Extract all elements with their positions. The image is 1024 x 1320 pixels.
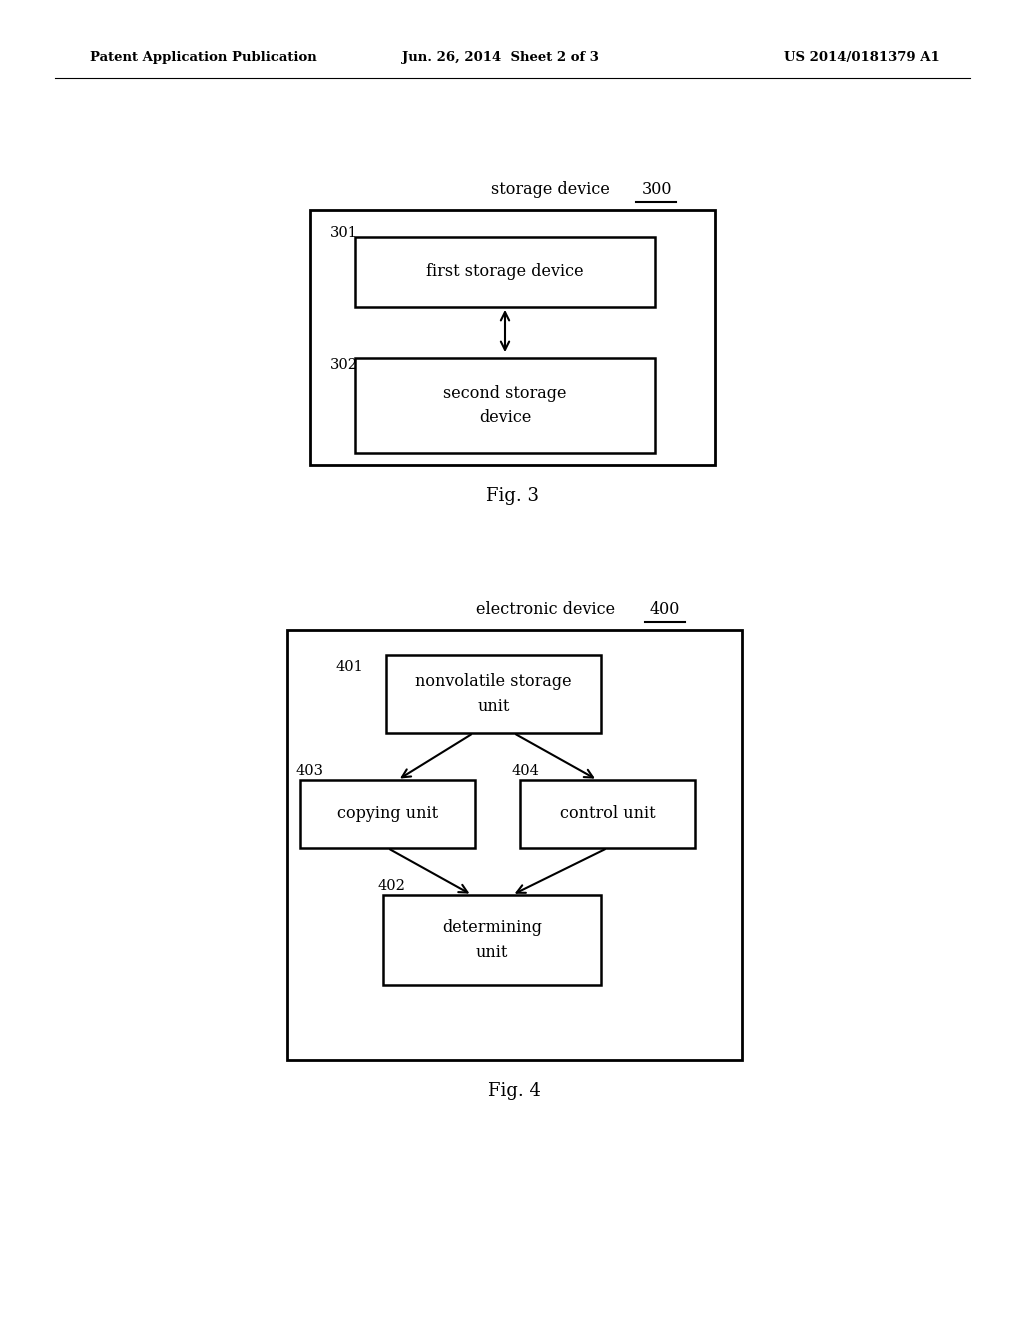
Bar (383, 895, 601, 985)
Text: copying unit: copying unit (337, 805, 438, 822)
Text: second storage
device: second storage device (443, 384, 566, 426)
Bar (287, 630, 742, 1060)
Text: Jun. 26, 2014  Sheet 2 of 3: Jun. 26, 2014 Sheet 2 of 3 (401, 50, 598, 63)
Text: 403: 403 (295, 764, 323, 777)
Text: 404: 404 (512, 764, 540, 777)
Text: US 2014/0181379 A1: US 2014/0181379 A1 (784, 50, 940, 63)
Text: storage device: storage device (490, 181, 615, 198)
Bar (520, 780, 695, 847)
Bar (355, 358, 655, 453)
Bar (300, 780, 475, 847)
Text: Fig. 3: Fig. 3 (485, 487, 539, 506)
Text: first storage device: first storage device (426, 264, 584, 281)
Bar (386, 655, 601, 733)
Text: 402: 402 (378, 879, 406, 894)
Bar (355, 238, 655, 308)
Text: control unit: control unit (560, 805, 655, 822)
Bar (310, 210, 715, 465)
Text: 300: 300 (641, 181, 672, 198)
Text: 302: 302 (330, 358, 358, 372)
Text: Patent Application Publication: Patent Application Publication (90, 50, 316, 63)
Text: electronic device: electronic device (476, 601, 620, 618)
Text: Fig. 4: Fig. 4 (487, 1082, 541, 1100)
Text: 400: 400 (649, 601, 680, 618)
Text: 401: 401 (335, 660, 362, 675)
Text: 301: 301 (330, 226, 357, 240)
Text: nonvolatile storage
unit: nonvolatile storage unit (415, 673, 571, 715)
Text: determining
unit: determining unit (442, 919, 542, 961)
